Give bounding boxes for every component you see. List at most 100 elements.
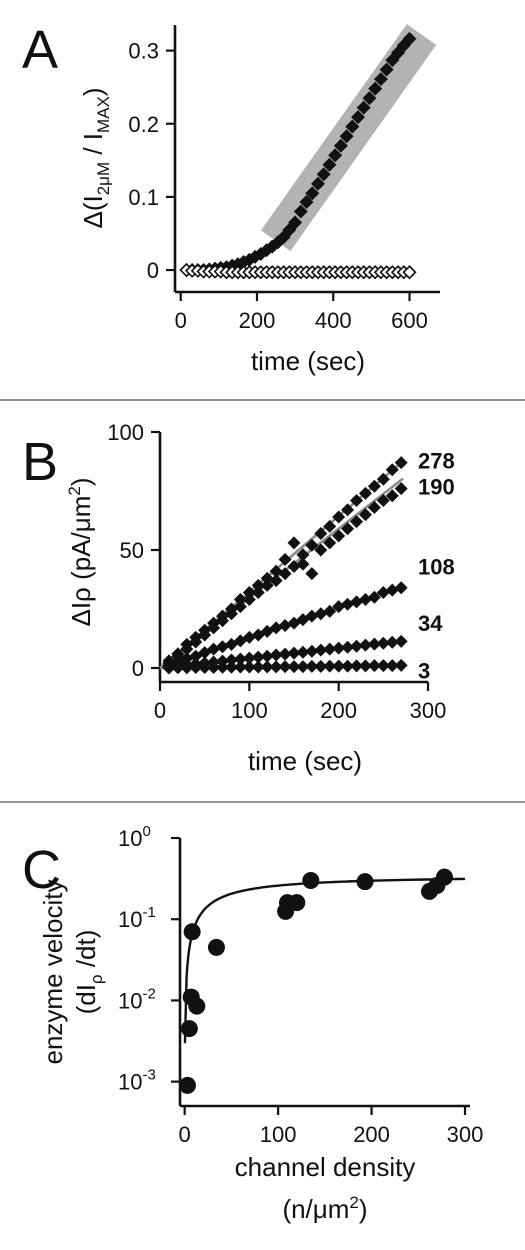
data-point xyxy=(288,894,306,912)
y-tick-label: 100 xyxy=(107,420,144,445)
data-point xyxy=(260,578,274,592)
filled-diamond-point xyxy=(322,157,337,172)
data-point xyxy=(189,635,203,649)
y-tick-label: 10-1 xyxy=(118,904,156,932)
data-point xyxy=(233,600,247,614)
filled-diamond-point xyxy=(373,72,388,87)
data-point xyxy=(233,660,247,674)
data-point xyxy=(251,660,265,674)
data-point xyxy=(287,560,301,574)
open-diamond-point xyxy=(402,265,417,280)
data-point xyxy=(385,463,399,477)
filled-diamond-point xyxy=(293,204,308,219)
data-point xyxy=(207,938,225,956)
data-point xyxy=(278,567,292,581)
data-point xyxy=(350,659,364,673)
data-point xyxy=(183,923,201,941)
panel-letter: B xyxy=(22,432,58,492)
data-point xyxy=(367,637,381,651)
y-tick-label: 100 xyxy=(118,823,151,851)
y-axis-title: ΔIρ (pA/μm2) xyxy=(65,477,96,626)
filled-diamond-point xyxy=(333,138,348,153)
data-point xyxy=(394,456,408,470)
data-point xyxy=(305,567,319,581)
data-point xyxy=(323,536,337,550)
fit-curve xyxy=(183,877,466,1044)
filled-diamond-point xyxy=(305,186,320,201)
y-axis-title: Δ(I2μM / IMAX) xyxy=(78,87,113,228)
y-tick-label: 50 xyxy=(120,538,144,563)
data-point xyxy=(341,597,355,611)
y-tick-label: 10-3 xyxy=(118,1067,156,1095)
panel-c: C 0 100 200 300 100 10-1 10-2 10-3 channel dens… xyxy=(22,823,483,1224)
data-point xyxy=(296,660,310,674)
data-point xyxy=(296,548,310,562)
data-point xyxy=(180,661,194,675)
data-point xyxy=(314,659,328,673)
series-label: 108 xyxy=(418,555,455,580)
data-point xyxy=(435,868,453,886)
data-point xyxy=(251,578,265,592)
data-point xyxy=(358,659,372,673)
data-point xyxy=(367,659,381,673)
y-tick-label: 0.3 xyxy=(128,39,159,64)
x-tick-label: 600 xyxy=(391,308,428,333)
data-point xyxy=(394,581,408,595)
data-point xyxy=(278,552,292,566)
data-point xyxy=(278,619,292,633)
y-axis-title: enzyme velocity xyxy=(38,880,68,1065)
x-tick-label: 200 xyxy=(353,1122,390,1147)
data-point xyxy=(242,630,256,644)
data-point xyxy=(242,651,256,665)
data-point xyxy=(251,585,265,599)
panel-letter: A xyxy=(22,20,58,80)
data-point xyxy=(198,628,212,642)
x-axis-title: time (sec) xyxy=(248,746,362,776)
data-point xyxy=(367,479,381,493)
series-label: 278 xyxy=(418,448,455,473)
series-label: 3 xyxy=(418,658,430,683)
data-point xyxy=(207,642,221,656)
data-point xyxy=(358,486,372,500)
y-tick-label: 0 xyxy=(147,258,159,283)
data-point xyxy=(332,510,346,524)
x-tick-label: 300 xyxy=(447,1122,484,1147)
data-point xyxy=(367,501,381,515)
data-point xyxy=(162,661,176,675)
x-tick-label: 200 xyxy=(239,308,276,333)
filled-diamond-point xyxy=(288,215,303,230)
x-tick-label: 100 xyxy=(231,698,268,723)
data-point xyxy=(269,648,283,662)
panel-letter: C xyxy=(22,840,61,900)
data-point xyxy=(269,621,283,635)
data-point xyxy=(314,607,328,621)
data-point xyxy=(341,659,355,673)
data-point xyxy=(216,614,230,628)
data-point xyxy=(314,543,328,557)
data-point xyxy=(341,640,355,654)
data-point xyxy=(305,538,319,552)
data-point xyxy=(278,660,292,674)
data-point xyxy=(260,660,274,674)
data-point xyxy=(394,482,408,496)
series-label: 34 xyxy=(418,611,443,636)
data-point xyxy=(332,600,346,614)
x-tick-label: 0 xyxy=(154,698,166,723)
data-point xyxy=(341,522,355,536)
data-point xyxy=(198,661,212,675)
data-point xyxy=(341,503,355,517)
data-point xyxy=(180,642,194,656)
filled-diamond-point xyxy=(379,62,394,77)
x-axis-title-units: (n/μm2) xyxy=(282,1193,367,1224)
data-point xyxy=(385,635,399,649)
data-point xyxy=(394,634,408,648)
data-point xyxy=(233,593,247,607)
x-tick-label: 0 xyxy=(175,308,187,333)
data-point xyxy=(323,519,337,533)
data-point xyxy=(350,493,364,507)
data-point xyxy=(323,642,337,656)
data-point xyxy=(376,585,390,599)
data-point xyxy=(332,659,346,673)
data-point xyxy=(207,621,221,635)
